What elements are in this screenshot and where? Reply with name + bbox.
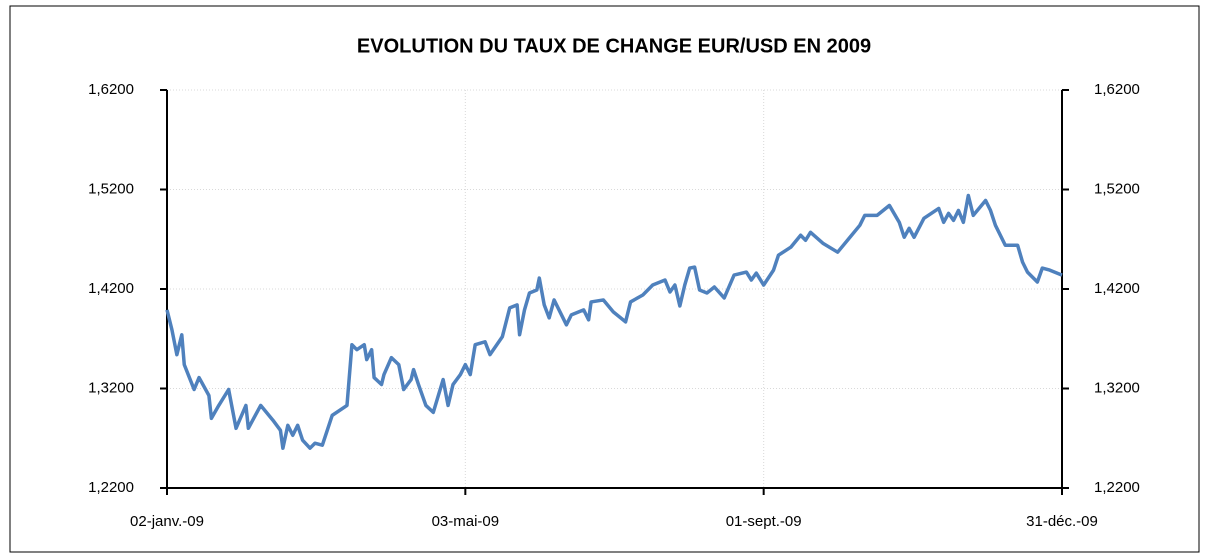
chart-title: EVOLUTION DU TAUX DE CHANGE EUR/USD EN 2…	[357, 35, 871, 57]
x-tick-label: 01-sept.-09	[726, 513, 802, 530]
y2-tick-label: 1,4200	[1094, 280, 1140, 297]
y2-tick-label: 1,2200	[1094, 479, 1140, 496]
y-tick-label: 1,3200	[88, 379, 134, 396]
y-tick-label: 1,4200	[88, 280, 134, 297]
x-tick-label: 31-déc.-09	[1026, 513, 1098, 530]
x-tick-label: 02-janv.-09	[130, 513, 204, 530]
y2-tick-label: 1,5200	[1094, 180, 1140, 197]
y-tick-label: 1,6200	[88, 81, 134, 98]
chart-frame	[9, 5, 1200, 553]
y-tick-label: 1,2200	[88, 479, 134, 496]
x-tick-label: 03-mai-09	[432, 513, 500, 530]
y2-tick-label: 1,3200	[1094, 379, 1140, 396]
data-line	[165, 193, 1063, 450]
y-tick-label: 1,5200	[88, 180, 134, 197]
y2-tick-label: 1,6200	[1094, 81, 1140, 98]
